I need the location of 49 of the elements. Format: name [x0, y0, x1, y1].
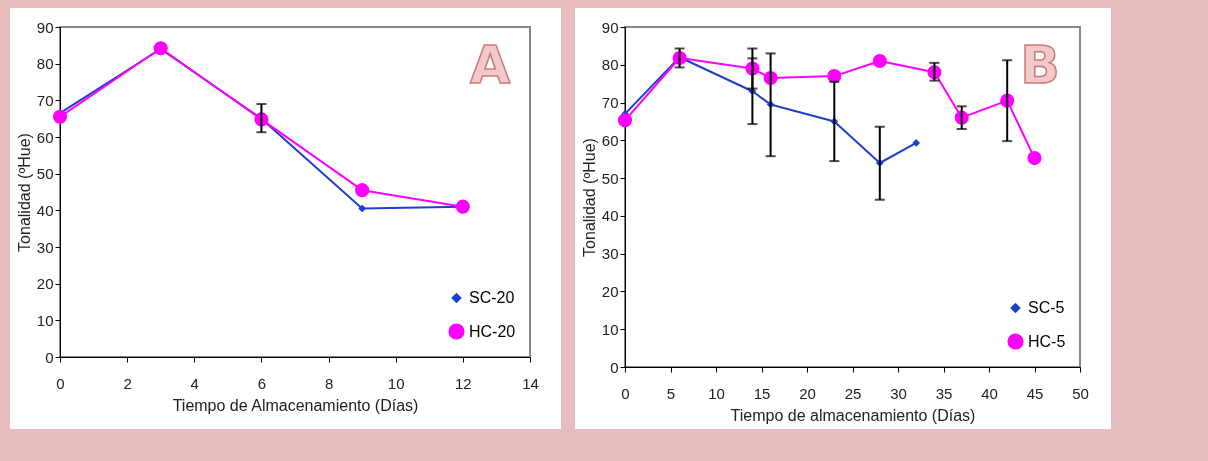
x-tick-label: 45: [1026, 384, 1044, 402]
y-tick-label: 90: [601, 18, 619, 36]
x-tick-label: 35: [935, 384, 953, 402]
x-tick-label: 12: [455, 374, 472, 392]
y-tick-label: 10: [36, 311, 54, 329]
y-tick-label: 50: [601, 169, 619, 187]
y-tick-label: 0: [45, 348, 54, 366]
y-tick-label: 20: [601, 282, 619, 300]
x-tick-label: 6: [257, 374, 267, 392]
y-tick-label: 10: [601, 320, 619, 338]
annotation: B: [1020, 35, 1060, 95]
y-tick-label: 60: [601, 131, 619, 149]
x-tick-label: 5: [666, 384, 676, 402]
y-tick-label: 70: [36, 91, 54, 109]
y-axis-title: Tonalidad (ºHue): [15, 133, 33, 252]
x-tick-label: 0: [621, 384, 630, 402]
y-tick-label: 70: [601, 94, 619, 112]
x-tick-label: 10: [387, 374, 405, 392]
x-axis-title: Tiempo de Almacenamiento (Días): [172, 396, 419, 414]
y-tick-label: 50: [36, 165, 54, 183]
y-tick-label: 60: [36, 128, 54, 146]
legend-label: SC-20: [469, 289, 515, 306]
x-tick-label: 4: [190, 374, 199, 392]
x-tick-label: 50: [1072, 384, 1089, 402]
x-tick-label: 15: [753, 384, 771, 402]
y-axis-title: Tonalidad (ºHue): [580, 138, 598, 257]
x-tick-label: 20: [799, 384, 816, 402]
x-tick-label: 8: [324, 374, 334, 392]
x-tick-label: 14: [522, 374, 539, 392]
y-tick-label: 40: [601, 207, 619, 225]
x-tick-label: 2: [123, 374, 132, 392]
y-tick-label: 80: [36, 55, 54, 73]
x-tick-label: 40: [981, 384, 998, 402]
x-tick-label: 10: [708, 384, 725, 402]
y-tick-label: 30: [36, 238, 54, 256]
y-tick-label: 40: [36, 201, 54, 219]
x-tick-label: 30: [890, 384, 907, 402]
y-tick-label: 30: [601, 245, 619, 263]
x-tick-label: 25: [844, 384, 862, 402]
legend-label: HC-20: [469, 322, 516, 340]
x-axis-title: Tiempo de almacenamiento (Días): [730, 406, 976, 424]
x-tick-label: 0: [56, 374, 65, 392]
y-tick-label: 80: [601, 56, 619, 74]
annotation: A: [469, 35, 511, 95]
legend-label: SC-5: [1028, 299, 1065, 316]
y-tick-label: 0: [610, 358, 619, 376]
y-tick-label: 20: [36, 275, 54, 293]
y-tick-label: 90: [36, 18, 54, 36]
legend-label: HC-5: [1028, 332, 1066, 350]
